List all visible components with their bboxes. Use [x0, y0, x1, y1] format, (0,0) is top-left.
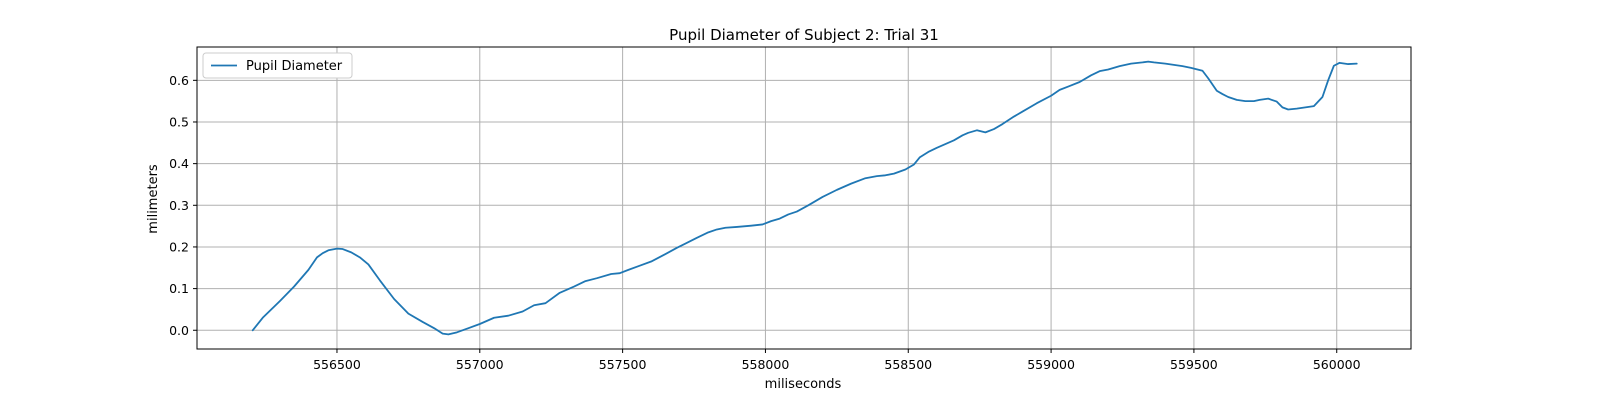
legend: Pupil Diameter [202, 52, 353, 79]
y-axis-label: milimeters [146, 164, 161, 234]
x-tick-label: 557000 [456, 357, 504, 372]
series-line-pupil-diameter [251, 60, 1358, 336]
x-axis-label: miliseconds [765, 377, 842, 392]
y-tick-label: 0.0 [169, 323, 189, 338]
y-tick-label: 0.6 [169, 73, 189, 88]
x-tick-label: 558500 [884, 357, 932, 372]
x-tick-label: 557500 [599, 357, 647, 372]
legend-label-pupil-diameter: Pupil Diameter [246, 59, 343, 74]
x-tick-label: 559500 [1170, 357, 1218, 372]
y-tick-label: 0.2 [169, 239, 189, 254]
y-tick-label: 0.4 [169, 156, 189, 171]
y-tick-label: 0.1 [169, 281, 189, 296]
grid [197, 47, 1411, 349]
plot-frame [196, 46, 1412, 350]
y-tick-label: 0.5 [169, 114, 189, 129]
y-tick-label: 0.3 [169, 198, 189, 213]
legend-box [202, 52, 353, 79]
chart-title: Pupil Diameter of Subject 2: Trial 31 [669, 26, 939, 44]
y-axis-ticks: 0.0 0.1 0.2 0.3 0.4 0.5 0.6 [169, 73, 197, 338]
x-tick-label: 556500 [313, 357, 361, 372]
x-tick-label: 560000 [1313, 357, 1361, 372]
x-tick-label: 559000 [1027, 357, 1075, 372]
x-tick-label: 558000 [742, 357, 790, 372]
x-axis-ticks: 556500 557000 557500 558000 558500 559000 5595… [313, 349, 1361, 372]
